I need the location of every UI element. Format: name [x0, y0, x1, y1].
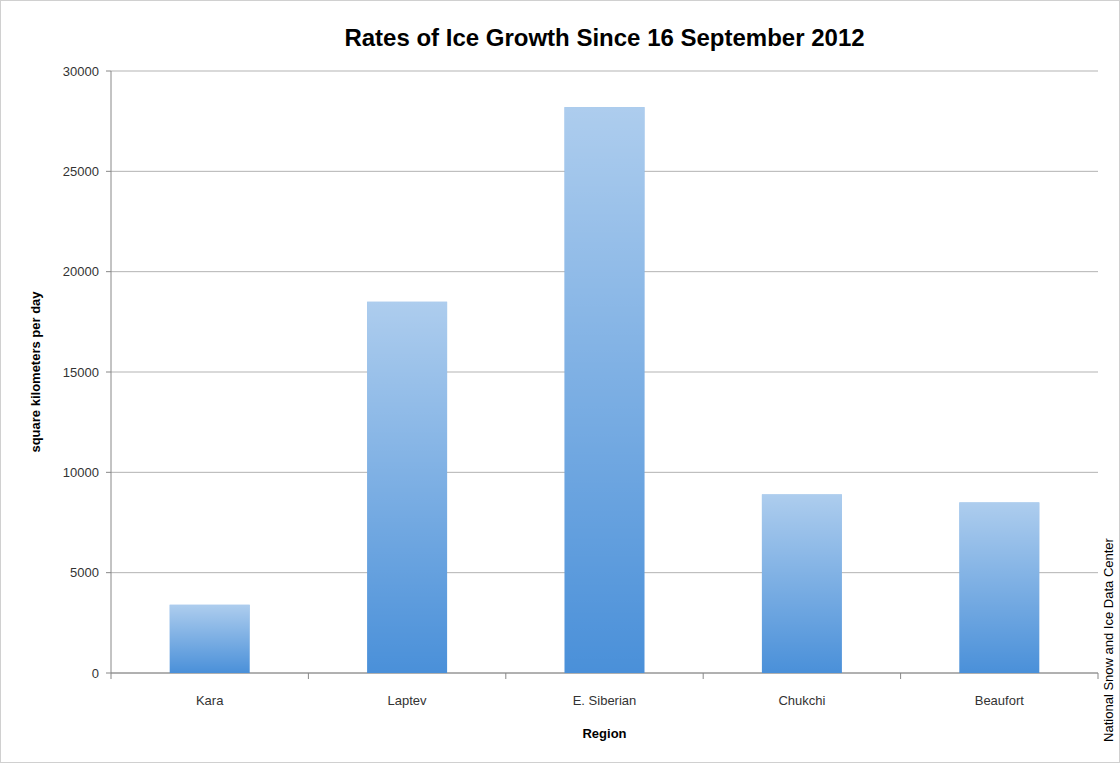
y-tick-label: 10000	[63, 465, 99, 480]
y-tick	[106, 372, 111, 373]
bar	[565, 107, 645, 673]
y-tick	[106, 271, 111, 272]
y-tick-label: 25000	[63, 164, 99, 179]
y-tick	[106, 171, 111, 172]
frame	[1, 1, 1120, 763]
x-tick	[505, 673, 506, 679]
chart-container: 0 5000 10000 15000 20000 25000 30000 Kara Laptev…	[0, 0, 1120, 763]
bar	[170, 605, 250, 673]
bar-shade	[367, 302, 447, 673]
y-tick	[106, 472, 111, 473]
y-tick-label: 30000	[63, 64, 99, 79]
y-tick-label: 20000	[63, 264, 99, 279]
bar	[959, 502, 1039, 673]
bar-shade	[565, 107, 645, 673]
y-tick	[106, 673, 111, 674]
y-tick-label: 15000	[63, 365, 99, 380]
title: Rates of Ice Growth Since 16 September 2…	[344, 24, 864, 51]
bar-shade	[762, 494, 842, 673]
x-tick	[900, 673, 901, 679]
x-tick-label: Chukchi	[778, 693, 825, 708]
x-tick	[703, 673, 704, 679]
x-tick-label: Beaufort	[975, 693, 1025, 708]
x-tick	[1098, 673, 1099, 679]
y-tick-label: 5000	[70, 565, 99, 580]
bar	[762, 494, 842, 673]
y-axis	[111, 71, 112, 673]
bar-shade	[170, 605, 250, 673]
grid-line	[111, 71, 1098, 72]
x-tick-label: E. Siberian	[573, 693, 637, 708]
bar-shade	[959, 502, 1039, 673]
x-tick	[111, 673, 112, 679]
x-axis-label: Region	[582, 726, 626, 741]
y-axis-label: square kilometers per day	[28, 291, 43, 453]
x-tick	[308, 673, 309, 679]
chart-svg: 0 5000 10000 15000 20000 25000 30000 Kara Laptev…	[0, 0, 1120, 763]
x-tick-label: Kara	[196, 693, 224, 708]
source: National Snow and Ice Data Center	[1101, 537, 1116, 741]
y-tick	[106, 572, 111, 573]
bars	[170, 107, 1040, 673]
x-tick-label: Laptev	[388, 693, 428, 708]
bar	[367, 302, 447, 673]
y-tick	[106, 71, 111, 72]
y-tick-label: 0	[92, 666, 99, 681]
